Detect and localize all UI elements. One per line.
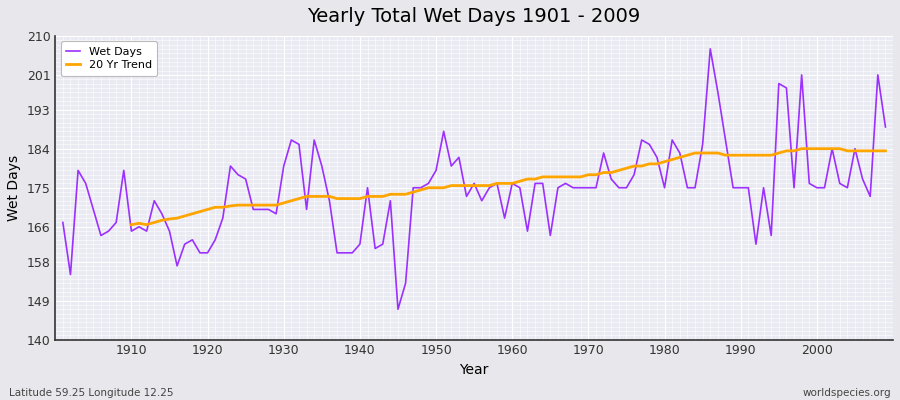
Wet Days — [606, 177, 616, 182]
20 Yr Trend — [515, 179, 526, 184]
Wet Days — [515, 185, 526, 190]
20 Yr Trend — [271, 203, 282, 208]
Wet Days — [880, 124, 891, 129]
Legend: Wet Days, 20 Yr Trend: Wet Days, 20 Yr Trend — [61, 41, 158, 76]
Wet Days — [392, 307, 403, 312]
Wet Days — [705, 46, 716, 51]
Wet Days — [507, 181, 517, 186]
20 Yr Trend — [126, 222, 137, 227]
Title: Yearly Total Wet Days 1901 - 2009: Yearly Total Wet Days 1901 - 2009 — [308, 7, 641, 26]
20 Yr Trend — [796, 146, 807, 151]
Wet Days — [331, 250, 342, 255]
20 Yr Trend — [880, 148, 891, 153]
Wet Days — [286, 138, 297, 142]
Y-axis label: Wet Days: Wet Days — [7, 155, 21, 221]
Text: worldspecies.org: worldspecies.org — [803, 388, 891, 398]
Line: Wet Days: Wet Days — [63, 49, 886, 309]
20 Yr Trend — [850, 148, 860, 153]
Wet Days — [119, 168, 130, 173]
20 Yr Trend — [575, 174, 586, 179]
Line: 20 Yr Trend: 20 Yr Trend — [131, 149, 886, 225]
Text: Latitude 59.25 Longitude 12.25: Latitude 59.25 Longitude 12.25 — [9, 388, 174, 398]
X-axis label: Year: Year — [460, 363, 489, 377]
Wet Days — [58, 220, 68, 225]
20 Yr Trend — [302, 194, 312, 199]
20 Yr Trend — [827, 146, 838, 151]
